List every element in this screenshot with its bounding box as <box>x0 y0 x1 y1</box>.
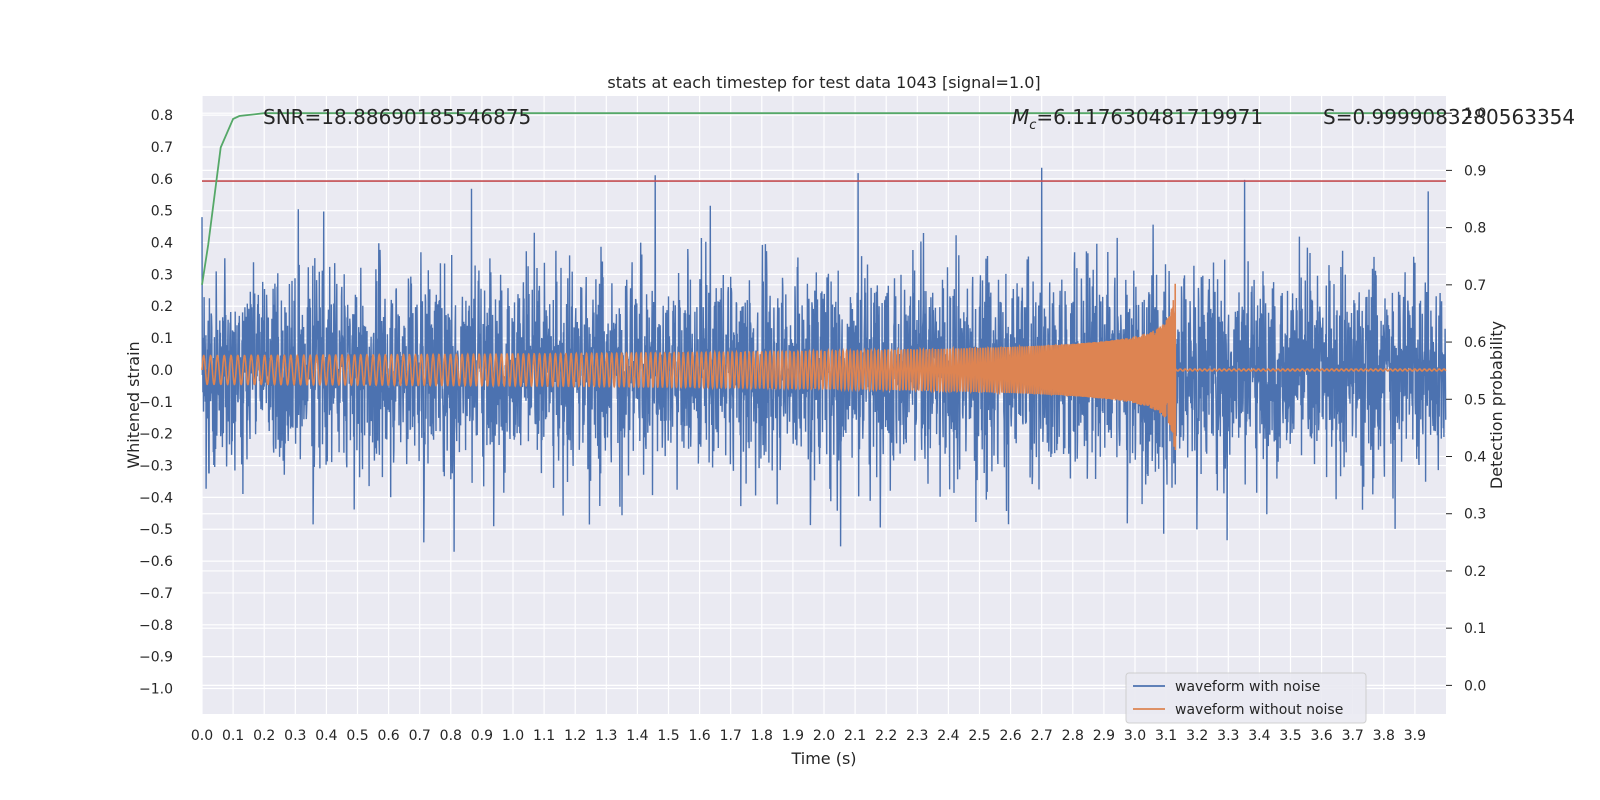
x-tick-label: 1.8 <box>751 728 773 744</box>
y-tick-label: 0.0 <box>151 363 173 379</box>
x-tick-label: 1.1 <box>533 728 555 744</box>
x-tick-label: 1.9 <box>782 728 804 744</box>
series-line-probability <box>201 112 1446 285</box>
series-line-clean <box>201 283 1447 451</box>
x-tick-label: 1.4 <box>626 728 648 744</box>
x-tick-label: 2.6 <box>999 728 1021 744</box>
y-tick-label: −0.6 <box>139 554 173 570</box>
y-tick-label: 0.3 <box>151 267 173 283</box>
y-tick-label: −0.9 <box>139 650 173 666</box>
y-tick-label: 0.2 <box>151 299 173 315</box>
secondary-grid <box>202 112 1446 686</box>
y2-tick-label: 0.5 <box>1464 392 1486 408</box>
x-tick-label: 0.7 <box>409 728 431 744</box>
y-axis-label: Whitened strain <box>124 341 143 468</box>
x-tick-label: 1.7 <box>720 728 742 744</box>
x-tick-label: 1.2 <box>564 728 586 744</box>
x-tick-label: 0.5 <box>346 728 368 744</box>
y2-tick-label: 0.0 <box>1464 678 1486 694</box>
x-tick-label: 2.8 <box>1062 728 1084 744</box>
x-tick-label: 1.0 <box>502 728 524 744</box>
y-tick-label: 0.8 <box>151 108 173 124</box>
y2-axis-label: Detection probability <box>1487 321 1506 489</box>
x-tick-label: 3.0 <box>1124 728 1146 744</box>
x-axis-label: Time (s) <box>790 749 856 768</box>
chirp-mass-value: =6.117630481719971 <box>1036 105 1263 129</box>
x-tick-label: 1.5 <box>657 728 679 744</box>
x-tick-label: 2.1 <box>844 728 866 744</box>
x-tick-label: 2.9 <box>1093 728 1115 744</box>
y2-tick-label: 0.8 <box>1464 221 1486 237</box>
x-tick-label: 0.0 <box>191 728 213 744</box>
y-tick-label: 0.6 <box>151 172 173 188</box>
x-tick-label: 3.3 <box>1217 728 1239 744</box>
y-tick-label: −0.8 <box>139 618 173 634</box>
x-tick-label: 1.6 <box>688 728 710 744</box>
x-tick-label: 3.2 <box>1186 728 1208 744</box>
y2-tick-label: 0.7 <box>1464 278 1486 294</box>
legend-label-clean: waveform without noise <box>1175 702 1343 718</box>
snr-annotation: SNR=18.88690185546875 <box>263 105 531 129</box>
x-tick-label: 3.5 <box>1279 728 1301 744</box>
x-tick-label: 0.4 <box>315 728 337 744</box>
chirp-mass-annotation: Mc=6.117630481719971 <box>1012 105 1263 133</box>
legend-box <box>1125 672 1367 724</box>
series-line-noise <box>201 167 1447 552</box>
y2-tick-label: 1.0 <box>1464 106 1486 122</box>
x-tick-label: 2.4 <box>937 728 959 744</box>
x-tick-label: 2.0 <box>813 728 835 744</box>
y-tick-label: −0.7 <box>139 586 173 602</box>
x-tick-label: 0.1 <box>222 728 244 744</box>
x-ticks: 0.0 0.1 0.2 0.3 0.4 0.5 0.6 0.7 0.8 0.9 1.0 1.1 1.2 1… <box>191 728 1426 744</box>
s-annotation: S=0.9999083280563354 <box>1323 105 1575 129</box>
y-tick-label: −0.4 <box>139 490 173 506</box>
y-tick-label: −0.3 <box>139 459 173 475</box>
plot-lines <box>201 112 1447 552</box>
x-tick-label: 3.8 <box>1373 728 1395 744</box>
y2-tick-label: 0.2 <box>1464 564 1486 580</box>
y-tick-label: 0.7 <box>151 140 173 156</box>
x-tick-label: 3.1 <box>1155 728 1177 744</box>
y2-ticks: 1.0 0.9 0.8 0.7 0.6 0.5 0.4 0.3 0.2 0.1 0.0 <box>1446 106 1486 694</box>
x-tick-label: 2.3 <box>906 728 928 744</box>
y-tick-label: −0.5 <box>139 522 173 538</box>
y-tick-label: 0.5 <box>151 204 173 220</box>
x-tick-label: 3.9 <box>1404 728 1426 744</box>
legend-label-noise: waveform with noise <box>1175 679 1320 695</box>
legend: waveform with noise waveform without noi… <box>1125 672 1367 724</box>
y-tick-label: 0.1 <box>151 331 173 347</box>
y-tick-label: 0.4 <box>151 236 173 252</box>
y2-tick-label: 0.3 <box>1464 507 1486 523</box>
chirp-mass-symbol: M <box>1012 105 1029 129</box>
y-ticks: 0.8 0.7 0.6 0.5 0.4 0.3 0.2 0.1 0.0 −0.1 −0.2 −0.3 −… <box>139 108 173 697</box>
x-tick-label: 0.6 <box>377 728 399 744</box>
y-tick-label: −1.0 <box>139 682 173 698</box>
x-tick-label: 2.7 <box>1031 728 1053 744</box>
x-tick-label: 3.6 <box>1310 728 1332 744</box>
x-tick-label: 1.3 <box>595 728 617 744</box>
x-tick-label: 2.5 <box>968 728 990 744</box>
chart-title: stats at each timestep for test data 104… <box>607 73 1040 92</box>
x-tick-label: 0.3 <box>284 728 306 744</box>
x-tick-label: 2.2 <box>875 728 897 744</box>
y2-tick-label: 0.4 <box>1464 450 1486 466</box>
x-tick-label: 0.2 <box>253 728 275 744</box>
y-tick-label: −0.2 <box>139 427 173 443</box>
y2-tick-label: 0.1 <box>1464 621 1486 637</box>
y-tick-label: −0.1 <box>139 395 173 411</box>
chirp-mass-subscript: c <box>1029 118 1036 133</box>
x-tick-label: 0.9 <box>471 728 493 744</box>
x-tick-label: 0.8 <box>440 728 462 744</box>
y2-tick-label: 0.9 <box>1464 163 1486 179</box>
y2-tick-label: 0.6 <box>1464 335 1486 351</box>
x-tick-label: 3.7 <box>1342 728 1364 744</box>
x-tick-label: 3.4 <box>1248 728 1270 744</box>
